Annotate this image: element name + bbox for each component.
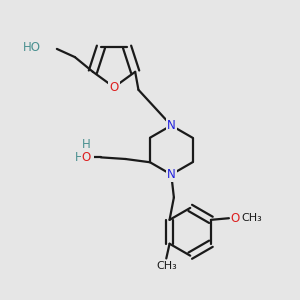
Text: CH₃: CH₃ [156,261,177,271]
Text: HO: HO [23,41,41,54]
Text: O: O [110,81,118,94]
Text: HO: HO [75,151,93,164]
Text: N: N [167,119,176,132]
Text: H: H [82,138,91,151]
Text: O: O [82,151,91,164]
Text: N: N [167,168,176,181]
Text: CH₃: CH₃ [241,213,262,223]
Text: O: O [231,212,240,225]
